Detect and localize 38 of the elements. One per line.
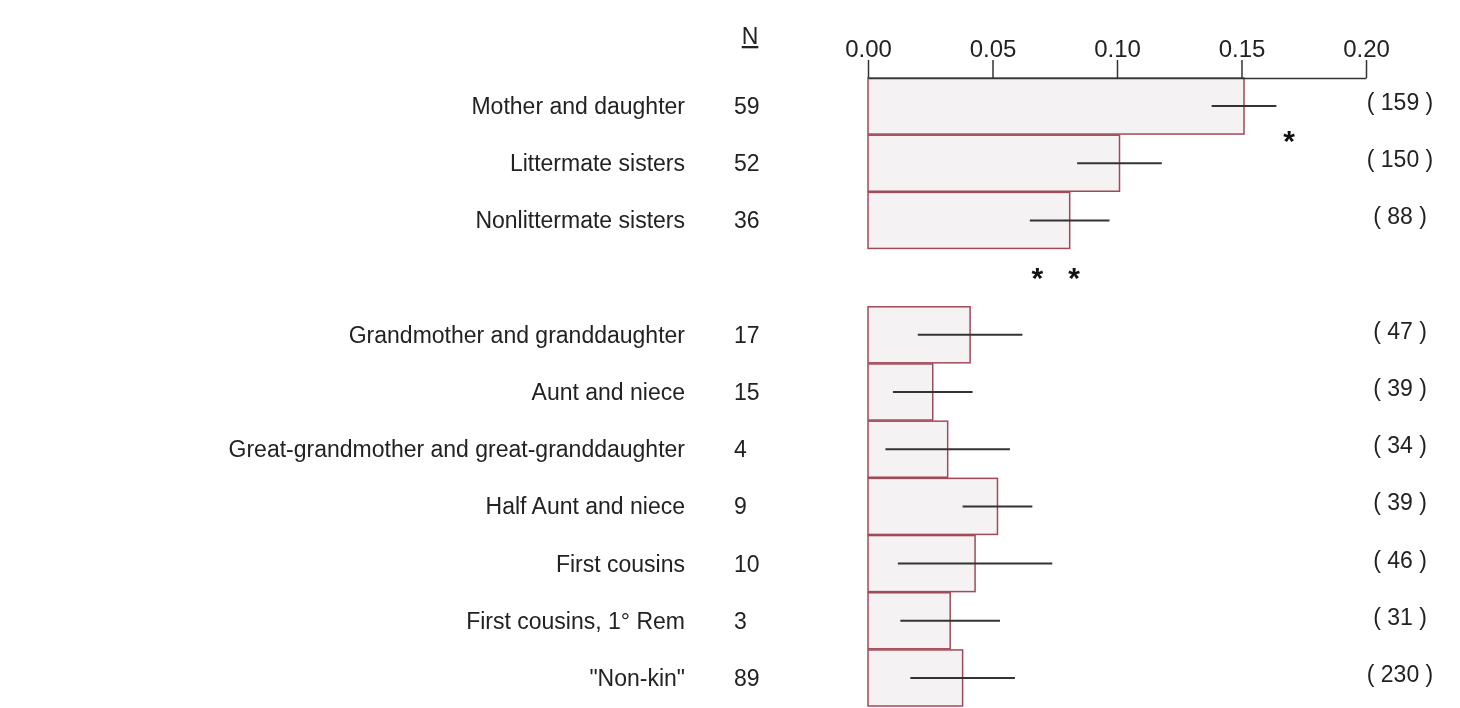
y-tick-label: Grandmother and granddaughter xyxy=(348,321,686,348)
text: ( 150 ) xyxy=(1366,146,1434,173)
text: ( 39 ) xyxy=(1373,489,1427,516)
y-tick-label: Aunt and niece xyxy=(531,379,685,406)
annotation: * * xyxy=(1031,261,1081,295)
text: 52 xyxy=(734,150,760,177)
x2-tick-label: 0.20 xyxy=(1343,35,1390,62)
x2-tick-label: 0.15 xyxy=(1218,35,1266,62)
y-tick-label: Half Aunt and niece xyxy=(485,493,685,520)
text: 59 xyxy=(734,93,760,120)
x2-tick-label: 0.05 xyxy=(969,35,1017,62)
text: 36 xyxy=(734,207,760,234)
text: ( 31 ) xyxy=(1373,603,1427,630)
text: 9 xyxy=(734,493,747,520)
text: N xyxy=(741,23,759,49)
text: ( 47 ) xyxy=(1373,317,1427,344)
x2-tick-label: 0.00 xyxy=(845,35,892,62)
text: 4 xyxy=(734,436,747,463)
text: ( 159 ) xyxy=(1366,89,1434,116)
text: 17 xyxy=(734,321,760,348)
text: ( 230 ) xyxy=(1366,661,1434,688)
text: ( 46 ) xyxy=(1373,546,1427,573)
y-tick-label: First cousins xyxy=(555,550,685,577)
y-tick-label: Littermate sisters xyxy=(509,150,685,177)
text: * xyxy=(1283,123,1296,157)
text: 89 xyxy=(734,665,760,692)
text: ( 34 ) xyxy=(1373,432,1427,459)
y-tick-label: Nonlittermate sisters xyxy=(475,207,685,234)
y-tick-label: "Non-kin" xyxy=(589,665,685,692)
y-tick-label: Great-grandmother and great-granddaughter xyxy=(228,436,686,463)
text: ( 39 ) xyxy=(1373,375,1427,402)
text: 10 xyxy=(734,550,760,577)
text: 3 xyxy=(734,607,747,634)
y-tick-label: First cousins, 1° Rem xyxy=(466,607,685,634)
x2-tick-label: 0.10 xyxy=(1094,35,1141,62)
text: ( 88 ) xyxy=(1373,203,1427,230)
y-tick-label: Mother and daughter xyxy=(471,93,686,120)
text: 15 xyxy=(734,379,760,406)
